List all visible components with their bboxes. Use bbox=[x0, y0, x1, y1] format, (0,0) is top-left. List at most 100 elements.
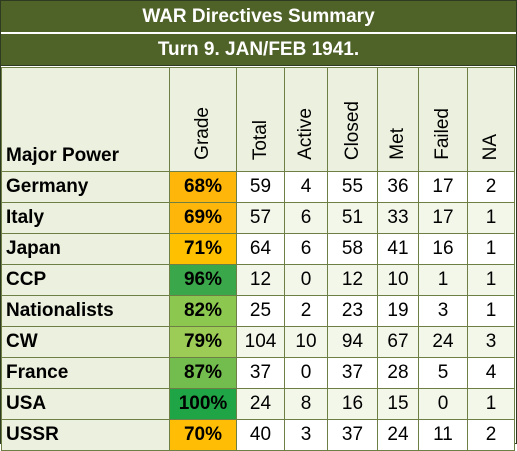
header-grade: Grade bbox=[169, 67, 237, 172]
met-cell: 24 bbox=[377, 419, 419, 451]
total-cell: 59 bbox=[236, 171, 285, 203]
header-active-label: Active bbox=[295, 108, 316, 160]
table-row: France 87% 37 0 37 28 5 4 bbox=[1, 357, 515, 389]
power-name: USSR bbox=[1, 419, 170, 451]
header-met: Met bbox=[377, 67, 419, 172]
na-cell: 1 bbox=[467, 202, 515, 234]
header-major-power: Major Power bbox=[1, 67, 170, 172]
grade-cell: 96% bbox=[169, 264, 237, 296]
grade-cell: 87% bbox=[169, 357, 237, 389]
closed-cell: 58 bbox=[327, 233, 378, 265]
header-row: Major Power Grade Total Active Closed Me… bbox=[1, 67, 515, 172]
closed-cell: 94 bbox=[327, 326, 378, 358]
failed-cell: 1 bbox=[418, 264, 468, 296]
closed-cell: 51 bbox=[327, 202, 378, 234]
table-row: Nationalists 82% 25 2 23 19 3 1 bbox=[1, 295, 515, 327]
title-banner: WAR Directives Summary bbox=[1, 1, 516, 33]
failed-cell: 5 bbox=[418, 357, 468, 389]
header-closed: Closed bbox=[327, 67, 378, 172]
header-na: NA bbox=[467, 67, 515, 172]
na-cell: 1 bbox=[467, 264, 515, 296]
total-cell: 25 bbox=[236, 295, 285, 327]
closed-cell: 37 bbox=[327, 357, 378, 389]
header-na-label: NA bbox=[480, 133, 501, 160]
met-cell: 36 bbox=[377, 171, 419, 203]
closed-cell: 55 bbox=[327, 171, 378, 203]
header-closed-label: Closed bbox=[341, 100, 363, 160]
met-cell: 19 bbox=[377, 295, 419, 327]
power-name: USA bbox=[1, 388, 170, 420]
table-row: USSR 70% 40 3 37 24 11 2 bbox=[1, 419, 515, 451]
active-cell: 2 bbox=[284, 295, 328, 327]
active-cell: 3 bbox=[284, 419, 328, 451]
grade-cell: 69% bbox=[169, 202, 237, 234]
power-name: CW bbox=[1, 326, 170, 358]
total-cell: 40 bbox=[236, 419, 285, 451]
met-cell: 67 bbox=[377, 326, 419, 358]
header-failed: Failed bbox=[418, 67, 468, 172]
na-cell: 1 bbox=[467, 388, 515, 420]
failed-cell: 16 bbox=[418, 233, 468, 265]
na-cell: 2 bbox=[467, 419, 515, 451]
subtitle-banner: Turn 9. JAN/FEB 1941. bbox=[1, 34, 516, 66]
table-row: CW 79% 104 10 94 67 24 3 bbox=[1, 326, 515, 358]
header-grade-label: Grade bbox=[192, 107, 213, 160]
failed-cell: 0 bbox=[418, 388, 468, 420]
failed-cell: 17 bbox=[418, 202, 468, 234]
total-cell: 57 bbox=[236, 202, 285, 234]
na-cell: 1 bbox=[467, 295, 515, 327]
failed-cell: 24 bbox=[418, 326, 468, 358]
power-name: Nationalists bbox=[1, 295, 170, 327]
header-active: Active bbox=[284, 67, 328, 172]
na-cell: 4 bbox=[467, 357, 515, 389]
met-cell: 10 bbox=[377, 264, 419, 296]
met-cell: 15 bbox=[377, 388, 419, 420]
power-name: France bbox=[1, 357, 170, 389]
active-cell: 6 bbox=[284, 202, 328, 234]
power-name: Germany bbox=[1, 171, 170, 203]
total-cell: 37 bbox=[236, 357, 285, 389]
header-total: Total bbox=[236, 67, 285, 172]
na-cell: 1 bbox=[467, 233, 515, 265]
total-cell: 24 bbox=[236, 388, 285, 420]
active-cell: 0 bbox=[284, 357, 328, 389]
total-cell: 64 bbox=[236, 233, 285, 265]
table-row: Italy 69% 57 6 51 33 17 1 bbox=[1, 202, 515, 234]
closed-cell: 23 bbox=[327, 295, 378, 327]
closed-cell: 37 bbox=[327, 419, 378, 451]
failed-cell: 3 bbox=[418, 295, 468, 327]
failed-cell: 11 bbox=[418, 419, 468, 451]
grade-cell: 70% bbox=[169, 419, 237, 451]
closed-cell: 16 bbox=[327, 388, 378, 420]
total-cell: 104 bbox=[236, 326, 285, 358]
na-cell: 2 bbox=[467, 171, 515, 203]
table-row: Germany 68% 59 4 55 36 17 2 bbox=[1, 171, 515, 203]
failed-cell: 17 bbox=[418, 171, 468, 203]
total-cell: 12 bbox=[236, 264, 285, 296]
met-cell: 28 bbox=[377, 357, 419, 389]
active-cell: 10 bbox=[284, 326, 328, 358]
grade-cell: 79% bbox=[169, 326, 237, 358]
power-name: CCP bbox=[1, 264, 170, 296]
active-cell: 6 bbox=[284, 233, 328, 265]
na-cell: 3 bbox=[467, 326, 515, 358]
grade-cell: 68% bbox=[169, 171, 237, 203]
grade-cell: 100% bbox=[169, 388, 237, 420]
power-name: Japan bbox=[1, 233, 170, 265]
table-row: Japan 71% 64 6 58 41 16 1 bbox=[1, 233, 515, 265]
header-met-label: Met bbox=[387, 128, 408, 160]
active-cell: 0 bbox=[284, 264, 328, 296]
table-row: CCP 96% 12 0 12 10 1 1 bbox=[1, 264, 515, 296]
table-row: USA 100% 24 8 16 15 0 1 bbox=[1, 388, 515, 420]
active-cell: 4 bbox=[284, 171, 328, 203]
power-name: Italy bbox=[1, 202, 170, 234]
met-cell: 33 bbox=[377, 202, 419, 234]
met-cell: 41 bbox=[377, 233, 419, 265]
grade-cell: 82% bbox=[169, 295, 237, 327]
header-failed-label: Failed bbox=[432, 108, 453, 160]
grade-cell: 71% bbox=[169, 233, 237, 265]
closed-cell: 12 bbox=[327, 264, 378, 296]
directives-table: Major Power Grade Total Active Closed Me… bbox=[1, 67, 515, 451]
header-total-label: Total bbox=[249, 119, 271, 160]
